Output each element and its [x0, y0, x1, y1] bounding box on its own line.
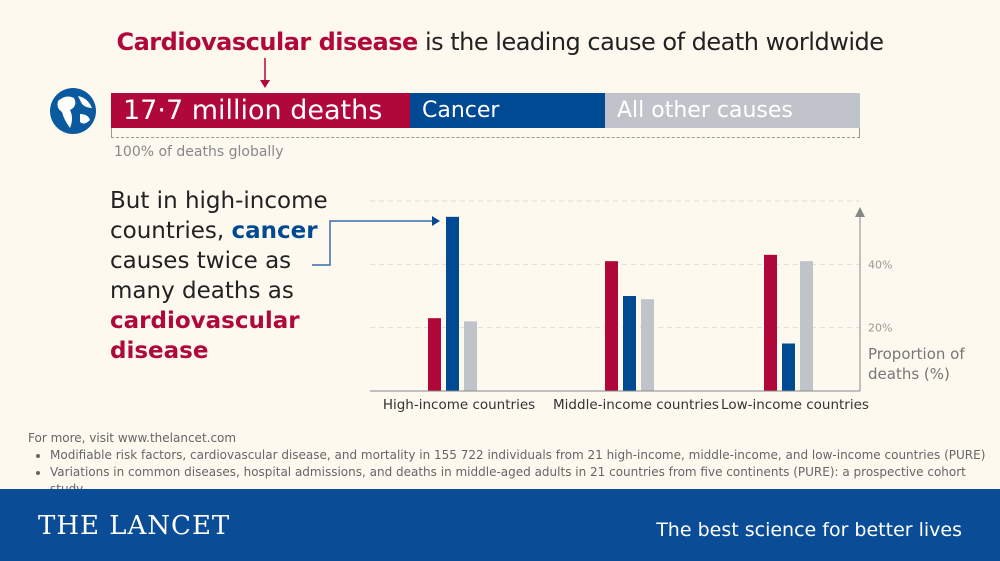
cvd-segment: 17·7 million deaths — [111, 93, 410, 128]
lancet-logo: THE LANCET — [38, 511, 231, 541]
references: For more, visit www.thelancet.com Modifi… — [28, 430, 1000, 498]
lead-part2: causes twice as many deaths as — [110, 248, 294, 304]
lead-cvd: cardiovascular disease — [110, 308, 300, 364]
bar-cardiovascular — [428, 318, 441, 391]
lead-cancer: cancer — [231, 218, 318, 244]
bracket — [111, 128, 860, 138]
reference-item: Modifiable risk factors, cardiovascular … — [50, 447, 1000, 464]
bar-other — [800, 261, 813, 391]
headline-rest: is the leading cause of death worldwide — [417, 28, 884, 56]
bar-cardiovascular — [605, 261, 618, 391]
down-arrow-icon — [260, 58, 270, 88]
x-tick-label: Low-income countries — [721, 397, 869, 413]
bar-cancer — [623, 296, 636, 391]
lead-part1: But in high-income countries, — [110, 188, 328, 244]
global-note: 100% of deaths globally — [114, 144, 284, 160]
bar-cardiovascular — [764, 254, 777, 391]
refs-intro: For more, visit www.thelancet.com — [28, 431, 237, 445]
callout-arrow-icon — [432, 216, 440, 226]
tagline: The best science for better lives — [656, 519, 962, 541]
callout-connector — [312, 220, 432, 266]
x-tick-label: Middle-income countries — [553, 397, 719, 413]
footer: THE LANCET The best science for better l… — [0, 489, 1000, 561]
y-axis-label: deaths (%) — [868, 365, 950, 383]
bar-other — [641, 299, 654, 391]
bar-other — [464, 321, 477, 391]
y-tick-label: 20% — [868, 322, 892, 335]
headline-highlight: Cardiovascular disease — [116, 28, 419, 56]
lead-text: But in high-income countries, cancer cau… — [110, 186, 340, 366]
globe-icon — [50, 88, 96, 134]
y-axis-label: Proportion of — [868, 345, 965, 363]
other-causes-segment: All other causes — [605, 93, 860, 128]
cancer-segment: Cancer — [410, 93, 605, 128]
headline: Cardiovascular disease is the leading ca… — [0, 28, 1000, 56]
y-axis-arrow-icon — [855, 207, 865, 217]
bar-chart: 20% 40% High-income countries Middle-income… — [312, 200, 965, 413]
bar-cancer — [446, 216, 459, 391]
x-tick-label: High-income countries — [383, 397, 535, 413]
y-tick-label: 40% — [868, 258, 892, 271]
bar-cancer — [782, 343, 795, 391]
